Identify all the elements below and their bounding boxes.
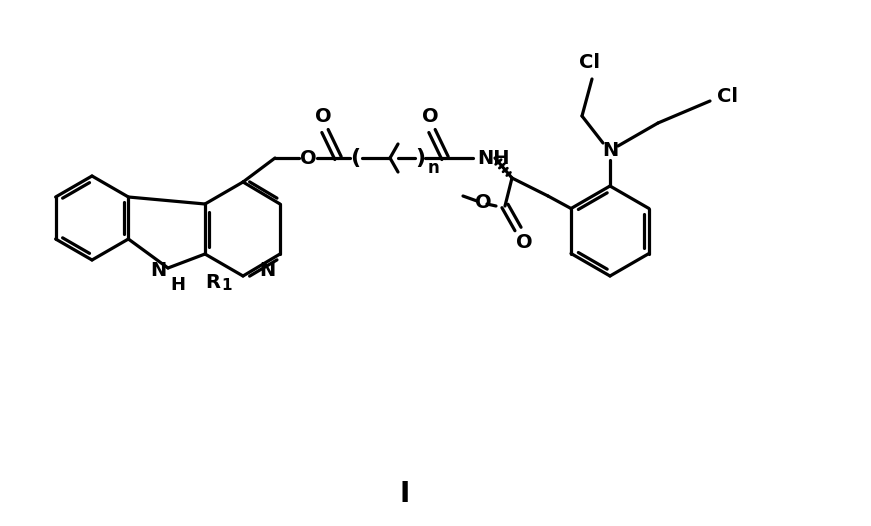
Text: O: O <box>516 232 532 251</box>
Text: (: ( <box>350 148 360 168</box>
Text: N: N <box>259 261 275 280</box>
Text: Cl: Cl <box>579 54 600 73</box>
Text: 1: 1 <box>222 278 233 294</box>
Text: n: n <box>427 159 439 177</box>
Text: NH: NH <box>477 148 510 167</box>
Text: O: O <box>300 148 316 167</box>
Text: I: I <box>400 480 410 508</box>
Text: O: O <box>422 107 438 126</box>
Text: O: O <box>314 107 331 126</box>
Text: R: R <box>206 272 220 291</box>
Text: H: H <box>171 276 186 294</box>
Text: Cl: Cl <box>718 86 739 106</box>
Text: ): ) <box>415 148 425 168</box>
Text: O: O <box>475 193 491 211</box>
Text: N: N <box>150 261 166 280</box>
Text: N: N <box>602 141 618 160</box>
